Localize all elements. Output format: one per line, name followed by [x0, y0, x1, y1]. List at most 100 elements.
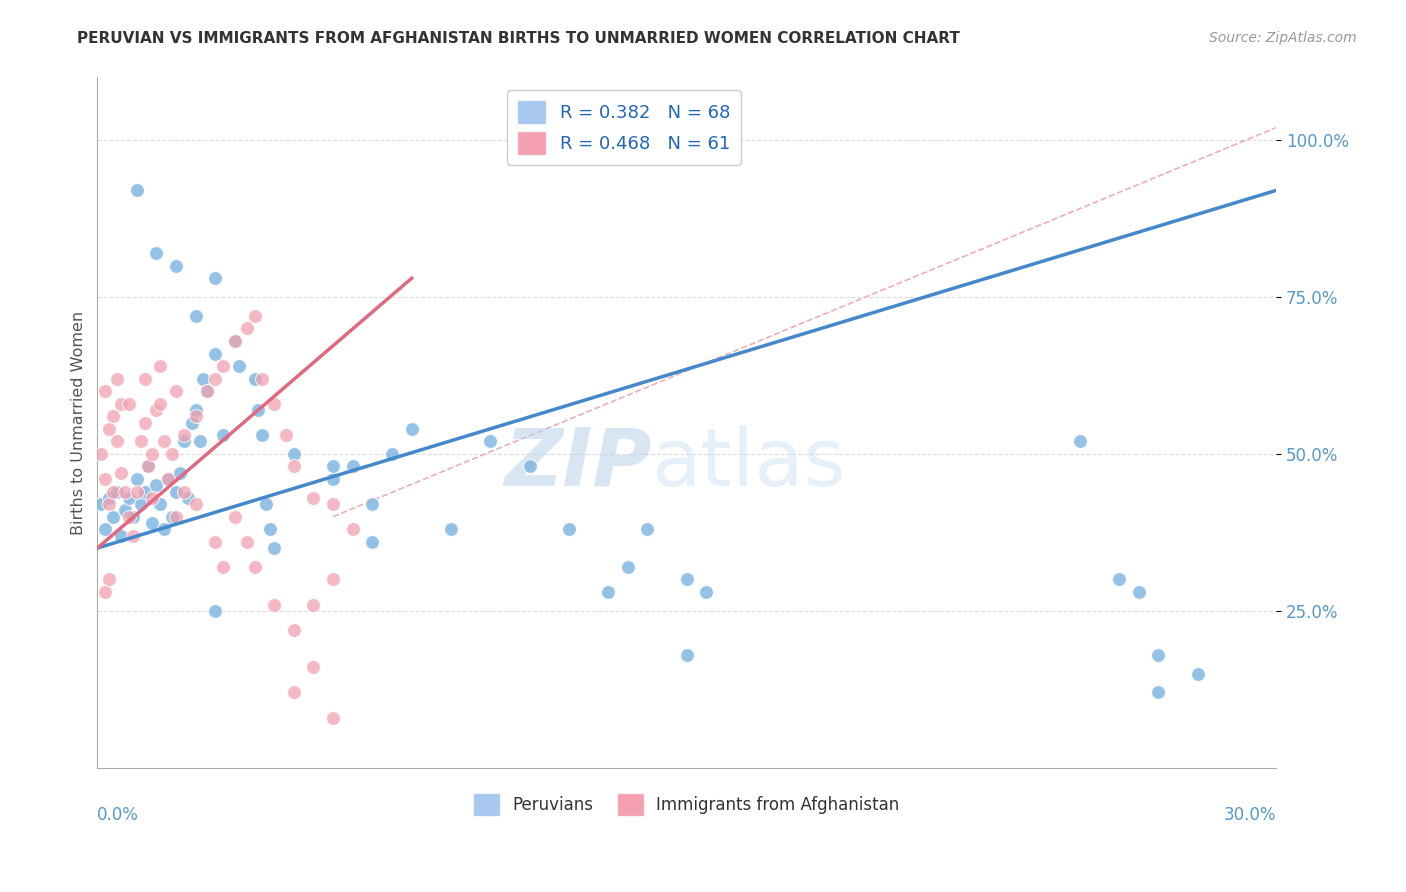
Point [105, 434, 128, 449]
Point [322, 710, 344, 724]
Point [204, 271, 226, 285]
Point [165, 484, 187, 499]
Point [94, 522, 117, 536]
Point [204, 604, 226, 618]
Point [224, 509, 246, 524]
Point [1187, 666, 1209, 681]
Point [94, 585, 117, 599]
Point [195, 384, 218, 399]
Text: 0.0%: 0.0% [97, 805, 139, 823]
Point [479, 434, 502, 449]
Point [440, 522, 463, 536]
Point [160, 509, 183, 524]
Point [149, 359, 172, 373]
Point [204, 346, 226, 360]
Point [90, 447, 112, 461]
Point [322, 573, 344, 587]
Point [1147, 685, 1170, 699]
Legend: Peruvians, Immigrants from Afghanistan: Peruvians, Immigrants from Afghanistan [467, 788, 907, 822]
Point [184, 409, 207, 424]
Point [1147, 648, 1170, 662]
Point [125, 484, 148, 499]
Point [180, 416, 202, 430]
Point [153, 434, 176, 449]
Point [145, 246, 167, 260]
Point [401, 422, 423, 436]
Point [243, 560, 266, 574]
Point [361, 534, 384, 549]
Point [94, 472, 117, 486]
Point [125, 183, 148, 197]
Point [157, 472, 180, 486]
Point [110, 466, 132, 480]
Point [247, 403, 270, 417]
Point [138, 459, 160, 474]
Point [134, 371, 156, 385]
Point [617, 560, 640, 574]
Point [283, 623, 305, 637]
Point [252, 371, 274, 385]
Point [145, 478, 167, 492]
Point [94, 384, 117, 399]
Point [153, 522, 176, 536]
Text: ZIP: ZIP [503, 425, 651, 503]
Point [165, 509, 187, 524]
Point [302, 660, 325, 674]
Point [224, 334, 246, 348]
Point [695, 585, 717, 599]
Point [322, 497, 344, 511]
Point [342, 459, 364, 474]
Point [101, 409, 124, 424]
Point [558, 522, 581, 536]
Point [204, 371, 226, 385]
Point [101, 484, 124, 499]
Point [283, 685, 305, 699]
Point [283, 459, 305, 474]
Point [90, 497, 112, 511]
Point [98, 491, 121, 505]
Point [141, 516, 163, 530]
Point [263, 598, 285, 612]
Point [381, 447, 404, 461]
Point [118, 491, 141, 505]
Point [141, 447, 163, 461]
Point [184, 309, 207, 323]
Point [195, 384, 218, 399]
Point [125, 472, 148, 486]
Point [283, 447, 305, 461]
Text: PERUVIAN VS IMMIGRANTS FROM AFGHANISTAN BIRTHS TO UNMARRIED WOMEN CORRELATION CH: PERUVIAN VS IMMIGRANTS FROM AFGHANISTAN … [77, 31, 960, 46]
Point [1108, 573, 1130, 587]
Point [361, 497, 384, 511]
Point [322, 459, 344, 474]
Text: 30.0%: 30.0% [1223, 805, 1277, 823]
Point [675, 648, 697, 662]
Point [98, 497, 121, 511]
Point [165, 384, 187, 399]
Point [302, 491, 325, 505]
Point [184, 497, 207, 511]
Point [1128, 585, 1150, 599]
Point [212, 359, 235, 373]
Point [138, 459, 160, 474]
Point [243, 309, 266, 323]
Point [105, 371, 128, 385]
Point [149, 497, 172, 511]
Point [134, 416, 156, 430]
Point [121, 528, 143, 542]
Point [121, 509, 143, 524]
Point [636, 522, 658, 536]
Point [184, 403, 207, 417]
Point [598, 585, 620, 599]
Point [110, 528, 132, 542]
Point [342, 522, 364, 536]
Point [98, 573, 121, 587]
Text: atlas: atlas [651, 425, 846, 503]
Point [105, 484, 128, 499]
Point [519, 459, 541, 474]
Point [114, 503, 136, 517]
Point [302, 598, 325, 612]
Point [129, 497, 152, 511]
Point [110, 397, 132, 411]
Point [212, 428, 235, 442]
Point [173, 434, 195, 449]
